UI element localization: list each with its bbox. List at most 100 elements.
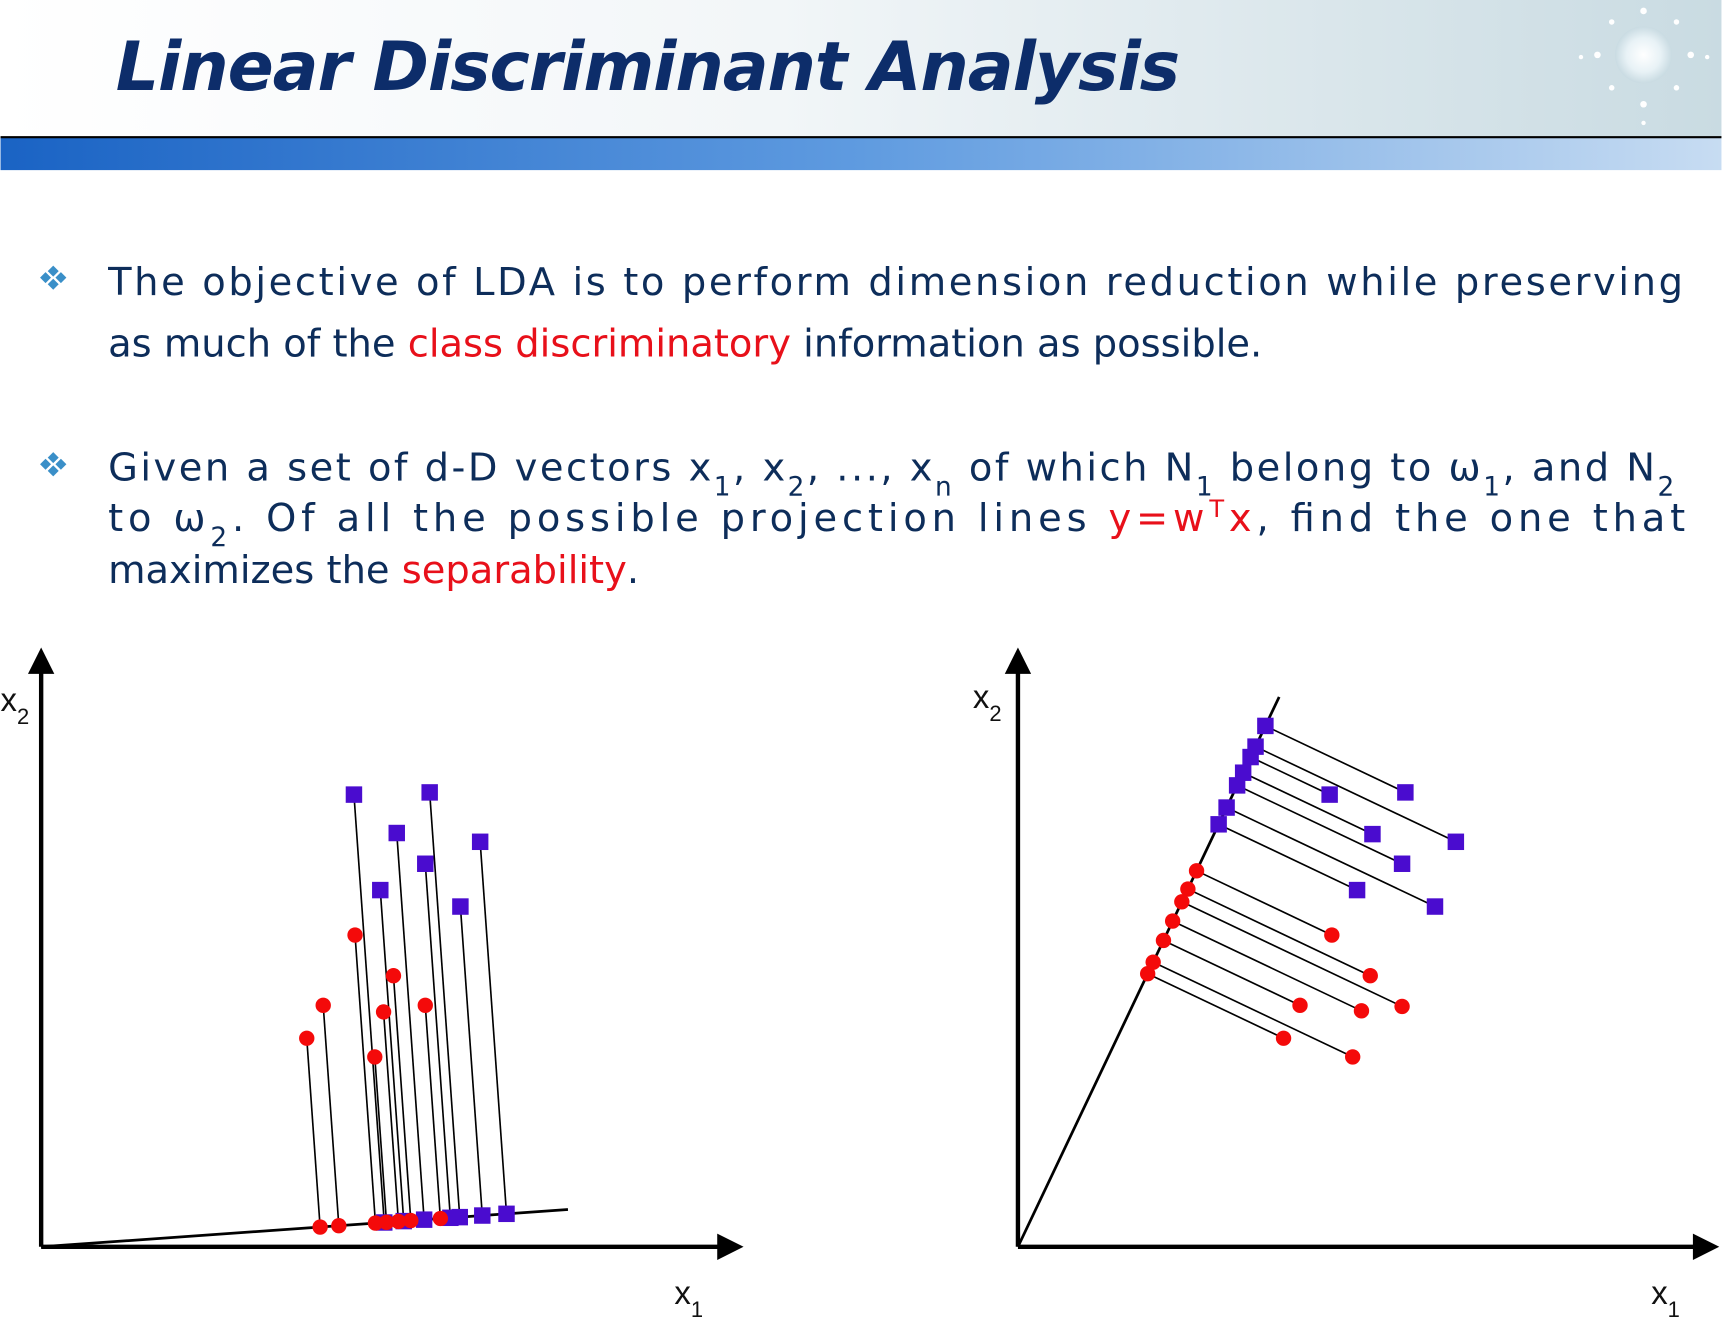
projector: [1255, 745, 1457, 843]
bullet-icon: [40, 265, 67, 290]
class-dot: [1292, 997, 1308, 1014]
figure-right: [1004, 647, 1720, 1260]
projector: [392, 975, 412, 1221]
text: , find the one that: [1256, 496, 1685, 541]
class-dot: [367, 1049, 383, 1065]
class-square: [345, 786, 363, 803]
class-dot: [1275, 1030, 1292, 1046]
projector: [1236, 784, 1403, 865]
class-dot: [347, 927, 363, 943]
projector: [1172, 920, 1362, 1012]
bullet-line: The objective of LDA is to perform dimen…: [107, 260, 1683, 305]
bullet-line: as much of the class discriminatory info…: [108, 322, 1262, 367]
projected-dot: [1188, 863, 1205, 879]
projector: [1152, 961, 1354, 1058]
text: , ..., x: [807, 446, 933, 491]
text: , and N: [1502, 446, 1655, 491]
class-square: [421, 784, 438, 801]
class-dot: [1324, 927, 1340, 943]
text: belong to ω: [1215, 446, 1481, 491]
projector: [1147, 972, 1284, 1039]
class-square: [1364, 825, 1381, 843]
projector: [424, 863, 452, 1218]
projector: [353, 794, 386, 1223]
projected-dot: [378, 1214, 395, 1231]
header-band: [0, 0, 1722, 138]
projector: [322, 1005, 340, 1226]
highlight: separability: [402, 548, 627, 593]
class-square: [388, 824, 405, 842]
projected-square: [474, 1207, 491, 1224]
projected-dot: [1145, 954, 1161, 970]
projected-square: [498, 1205, 515, 1223]
highlight: class discriminatory: [408, 322, 791, 367]
class-dot: [1362, 968, 1378, 984]
class-dot: [417, 997, 433, 1014]
projector: [354, 935, 377, 1224]
subscript: 1: [1196, 473, 1213, 503]
subscript: 2: [788, 473, 805, 503]
axis-var: x: [973, 678, 990, 715]
figure-left: [27, 647, 744, 1260]
axis-arrow: [27, 647, 55, 674]
class-dot: [1394, 998, 1410, 1015]
text: Given a set of d-D vectors x: [108, 446, 711, 491]
projector: [1163, 939, 1301, 1007]
axis-var: x: [1, 681, 18, 718]
projector: [379, 890, 405, 1222]
projector: [428, 792, 461, 1218]
superscript: T: [1208, 495, 1224, 523]
axis-arrow: [1692, 1233, 1720, 1260]
projector: [1218, 823, 1358, 891]
axis-arrow: [717, 1233, 744, 1260]
projector: [305, 1038, 321, 1228]
class-dot: [1345, 1049, 1361, 1065]
axis-var: x: [674, 1274, 691, 1311]
class-square: [1393, 855, 1411, 872]
projected-dot: [403, 1212, 419, 1229]
class-dot: [315, 997, 331, 1014]
projector: [1181, 901, 1403, 1008]
projector: [1187, 888, 1371, 977]
highlight: y=w: [1108, 496, 1204, 541]
class-square: [372, 881, 389, 899]
projected-dot: [367, 1215, 384, 1231]
text: of which N: [954, 446, 1193, 491]
projected-square: [1257, 717, 1274, 735]
projector: [424, 1005, 442, 1219]
projector: [1265, 725, 1406, 794]
class-dot: [385, 968, 402, 984]
projector: [1226, 806, 1436, 908]
class-square: [1348, 881, 1366, 899]
projector: [395, 832, 425, 1220]
projected-square: [1218, 799, 1235, 816]
class-square: [1426, 898, 1444, 915]
projected-dot: [432, 1210, 449, 1227]
projected-dot: [1155, 932, 1172, 949]
class-dot: [375, 1004, 392, 1020]
subscript: 2: [989, 700, 1001, 725]
class-square: [1321, 786, 1338, 803]
y-axis-label: x2: [973, 678, 1002, 726]
class-square: [452, 898, 469, 915]
class-dot: [1353, 1003, 1370, 1019]
subscript: n: [935, 473, 952, 503]
subscript: 1: [1668, 1296, 1680, 1321]
projected-square: [1247, 738, 1264, 755]
bullet-icon: [40, 452, 67, 477]
projected-dot: [312, 1219, 328, 1235]
projector: [479, 841, 508, 1214]
subscript: 2: [17, 704, 29, 729]
projector: [373, 1056, 388, 1223]
projected-dot: [331, 1218, 347, 1234]
projected-dot: [1174, 894, 1190, 910]
bullet-line: maximizes the separability.: [108, 548, 639, 593]
subscript: 1: [714, 473, 731, 503]
highlight: x: [1229, 496, 1252, 541]
subscript: 1: [1483, 473, 1500, 503]
projected-dot: [1139, 966, 1156, 982]
projector: [382, 1011, 400, 1222]
projected-dot: [1164, 913, 1181, 929]
